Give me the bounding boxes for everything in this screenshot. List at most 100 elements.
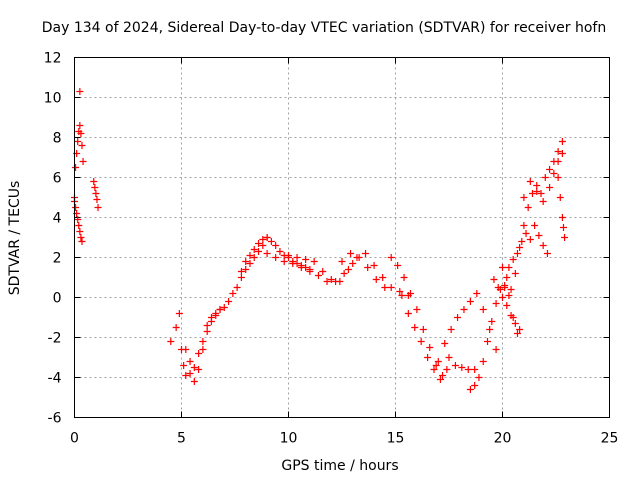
data-point [293,254,301,261]
y-tick-label: 6 [53,171,62,187]
x-tick-label: 25 [601,431,619,447]
data-point [471,382,479,389]
data-point [479,358,487,365]
data-point [505,292,513,299]
data-point [526,236,534,243]
data-point [250,246,258,253]
data-point [439,372,447,379]
data-point [503,302,511,309]
data-point [490,276,498,283]
data-point [180,362,188,369]
data-point [263,234,271,241]
data-point [272,254,280,261]
data-point [92,190,100,197]
data-point [556,194,564,201]
data-point [486,326,494,333]
data-point [387,284,395,291]
data-point [494,284,502,291]
data-point [91,184,99,191]
x-axis-label: GPS time / hours [281,458,398,474]
data-point [272,242,280,249]
data-point [76,88,84,95]
y-tick-label: 12 [44,51,62,67]
data-point [559,224,567,231]
data-point [533,182,541,189]
y-tick-label: 2 [53,251,62,267]
data-point [503,274,511,281]
data-point [242,266,250,273]
data-point [413,306,421,313]
data-point [447,326,455,333]
data-point [250,254,258,261]
data-point [229,290,237,297]
x-tick-label: 15 [387,431,405,447]
data-points [71,88,569,393]
data-point [94,204,102,211]
data-point [76,122,84,129]
data-point [338,258,346,265]
y-tick-label: 4 [53,211,62,227]
data-point [558,214,566,221]
data-point [77,130,85,137]
data-point [93,196,101,203]
data-point [539,242,547,249]
y-tick-label: -6 [48,411,62,427]
data-point [387,254,395,261]
data-point [507,286,515,293]
data-point [473,290,481,297]
data-point [546,184,554,191]
data-point [355,254,363,261]
x-tick-label: 20 [494,431,512,447]
y-tick-labels: -6 -4 -2 0 2 4 6 8 10 12 [44,51,62,427]
data-point [400,274,408,281]
data-point [451,362,459,369]
data-point [72,204,80,211]
data-point [434,358,442,365]
data-point [424,354,432,361]
data-point [79,158,87,165]
data-point [492,346,500,353]
data-point [242,258,250,265]
tick-layer [74,57,610,418]
data-point [518,238,526,245]
data-point [74,216,82,223]
data-point [233,284,241,291]
data-point [558,138,566,145]
x-tick-label: 10 [280,431,298,447]
data-point [259,236,267,243]
data-point [379,274,387,281]
data-point [175,310,183,317]
data-point [267,238,275,245]
data-point [203,328,211,335]
data-point [520,194,528,201]
y-axis-label: SDTVAR / TECUs [7,181,23,296]
data-point [259,242,267,249]
data-point [554,148,562,155]
data-point [167,338,175,345]
data-point [535,232,543,239]
chart-title: Day 134 of 2024, Sidereal Day-to-day VTE… [42,20,606,36]
data-point [488,318,496,325]
data-point [460,306,468,313]
data-point [182,372,190,379]
data-point [396,288,404,295]
data-point [255,240,263,247]
data-point [520,222,528,229]
data-point [430,366,438,373]
data-point [561,234,569,241]
data-point [182,346,190,353]
data-point [501,284,509,291]
data-point [319,268,327,275]
data-point [255,248,263,255]
data-point [516,326,524,333]
data-point [511,320,519,327]
data-point [347,250,355,257]
x-tick-label: 5 [177,431,186,447]
data-point [550,170,558,177]
data-point [372,276,380,283]
data-point [484,338,492,345]
data-point [195,366,203,373]
data-point [398,292,406,299]
data-point [90,178,98,185]
data-point [314,272,322,279]
